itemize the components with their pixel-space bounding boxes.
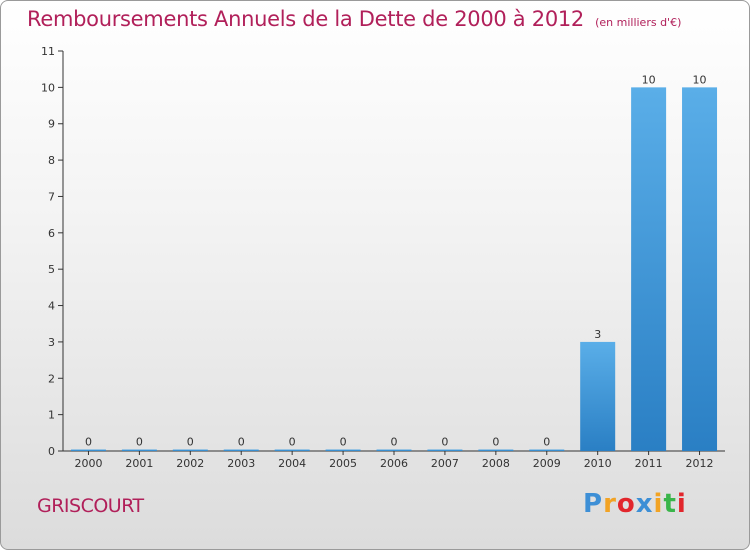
bar [274, 449, 310, 451]
data-label: 0 [136, 436, 143, 449]
bar [580, 341, 616, 451]
x-tick-label: 2012 [686, 457, 714, 470]
bar [529, 449, 565, 451]
x-tick-label: 2007 [431, 457, 459, 470]
data-label: 0 [340, 436, 347, 449]
x-tick-label: 2003 [227, 457, 255, 470]
x-tick-label: 2008 [482, 457, 510, 470]
commune-name: GRISCOURT [37, 495, 144, 517]
x-tick-label: 2011 [635, 457, 663, 470]
data-label: 0 [391, 436, 398, 449]
x-tick-label: 2010 [584, 457, 612, 470]
bar [223, 449, 259, 451]
y-tick-label: 1 [48, 409, 55, 422]
y-tick-label: 10 [41, 81, 55, 94]
y-tick-label: 6 [48, 227, 55, 240]
data-label: 0 [238, 436, 245, 449]
y-tick-label: 11 [41, 45, 55, 58]
x-tick-label: 2006 [380, 457, 408, 470]
data-label: 0 [441, 436, 448, 449]
x-tick-label: 2004 [278, 457, 306, 470]
y-tick-label: 4 [48, 300, 55, 313]
x-tick-label: 2009 [533, 457, 561, 470]
bar [121, 449, 157, 451]
chart-subtitle: (en milliers d'€) [595, 16, 682, 29]
y-tick-label: 7 [48, 190, 55, 203]
data-label: 0 [85, 436, 92, 449]
data-label: 0 [187, 436, 194, 449]
y-tick-label: 5 [48, 263, 55, 276]
bar [325, 449, 361, 451]
x-tick-label: 2001 [125, 457, 153, 470]
data-label: 10 [693, 73, 707, 86]
y-tick-label: 9 [48, 118, 55, 131]
bar [631, 87, 667, 451]
x-tick-label: 2002 [176, 457, 204, 470]
y-tick-label: 3 [48, 336, 55, 349]
data-label: 3 [594, 328, 601, 341]
bar [682, 87, 718, 451]
y-tick-label: 0 [48, 445, 55, 458]
bar [70, 449, 106, 451]
x-tick-label: 2005 [329, 457, 357, 470]
title-row: Remboursements Annuels de la Dette de 20… [27, 7, 681, 31]
bar [376, 449, 412, 451]
data-label: 0 [492, 436, 499, 449]
chart-title: Remboursements Annuels de la Dette de 20… [27, 7, 584, 31]
bar [172, 449, 208, 451]
bar [478, 449, 514, 451]
data-label: 10 [642, 73, 656, 86]
data-label: 0 [289, 436, 296, 449]
proxiti-logo: Proxiti [583, 489, 687, 519]
bar [427, 449, 463, 451]
data-label: 0 [543, 436, 550, 449]
y-tick-label: 2 [48, 372, 55, 385]
y-tick-label: 8 [48, 154, 55, 167]
x-tick-label: 2000 [74, 457, 102, 470]
